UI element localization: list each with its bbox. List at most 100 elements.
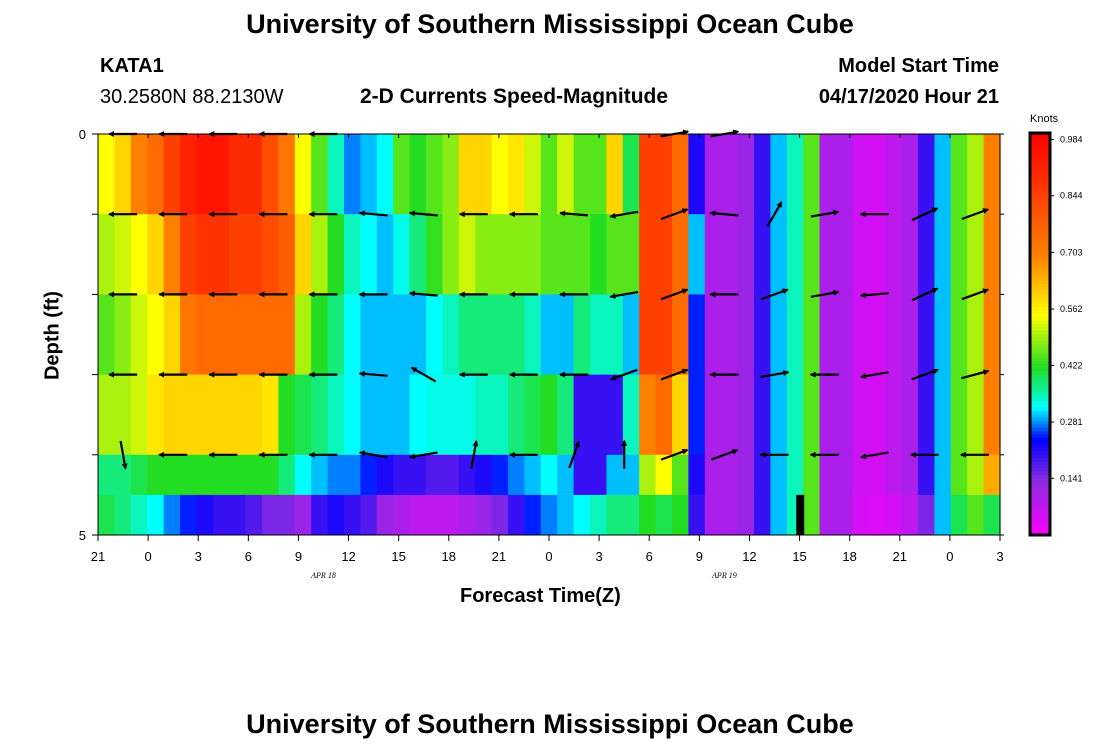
heat-cell <box>376 454 394 496</box>
colorbar-segment <box>1030 149 1050 154</box>
colorbar-segment <box>1030 143 1050 147</box>
heat-cell <box>934 294 952 376</box>
heat-cell <box>147 214 165 295</box>
colorbar-segment <box>1030 213 1050 218</box>
colorbar-segment <box>1030 424 1050 429</box>
heat-cell <box>278 374 296 456</box>
heat-cell <box>950 454 968 496</box>
colorbar-segment <box>1030 256 1050 261</box>
heat-cell <box>458 214 476 295</box>
heat-cell <box>262 454 279 496</box>
colorbar-tick-label: 0.141 <box>1060 473 1083 483</box>
heat-cell <box>852 374 870 456</box>
current-vector <box>408 451 438 460</box>
heat-cell <box>376 134 394 215</box>
heat-cell <box>590 134 607 215</box>
heat-cell <box>540 374 558 456</box>
heat-cell <box>426 214 443 295</box>
heat-cell <box>475 294 493 376</box>
heat-cell <box>918 454 935 496</box>
heat-cell <box>540 454 558 496</box>
heat-cell <box>311 134 329 215</box>
date-label: APR 18 <box>310 571 336 580</box>
heat-cell <box>573 134 591 215</box>
heat-cell <box>590 374 607 456</box>
heat-cell <box>606 454 624 496</box>
colorbar-segment <box>1030 166 1050 171</box>
heat-cell <box>393 494 411 535</box>
heat-cell <box>967 294 985 376</box>
heat-cell <box>147 494 165 535</box>
heat-cell <box>983 214 1001 295</box>
heat-cell <box>409 494 427 535</box>
heat-cell <box>491 294 509 376</box>
heat-cell <box>508 454 525 496</box>
current-vector <box>660 288 689 301</box>
colorbar-segment <box>1030 163 1050 168</box>
heat-cell <box>327 494 345 535</box>
heat-cell <box>360 294 378 376</box>
heat-cell <box>803 214 821 295</box>
heat-cell <box>836 294 853 376</box>
heat-cell <box>540 214 558 295</box>
heat-cell <box>114 454 132 496</box>
heat-cell <box>770 494 788 535</box>
colorbar-segment <box>1030 236 1050 241</box>
heat-cell <box>147 374 165 456</box>
heat-cell <box>278 134 296 215</box>
heat-cell <box>950 294 968 376</box>
colorbar-segment <box>1030 384 1050 389</box>
heat-cell <box>852 294 870 376</box>
heat-cell <box>573 454 591 496</box>
heat-cell <box>672 294 689 376</box>
heat-cell <box>622 214 640 295</box>
heat-cell <box>885 454 903 496</box>
heat-cell <box>409 294 427 376</box>
heat-cell <box>983 494 1001 535</box>
heat-cell <box>196 294 214 376</box>
heat-cell <box>163 134 181 215</box>
heat-cell <box>819 374 837 456</box>
colorbar-segment <box>1030 454 1050 459</box>
current-vector <box>911 368 939 381</box>
colorbar-segment <box>1030 226 1050 231</box>
heat-cell <box>327 294 345 376</box>
colorbar-segment <box>1030 200 1050 204</box>
heat-cell <box>508 134 525 215</box>
heat-cell <box>803 454 821 496</box>
heat-cell <box>786 214 804 295</box>
station-id: KATA1 <box>100 55 164 77</box>
colorbar-segment <box>1030 246 1050 251</box>
heat-cell <box>458 134 476 215</box>
heat-cell <box>934 454 952 496</box>
colorbar-segment <box>1030 297 1050 302</box>
heat-cell <box>836 454 853 496</box>
heat-cell <box>491 374 509 456</box>
heat-cell <box>803 294 821 376</box>
heat-cell <box>803 134 821 215</box>
heat-cell <box>819 134 837 215</box>
heat-cell <box>983 134 1001 215</box>
heat-cell <box>360 454 378 496</box>
heat-cell <box>245 214 263 295</box>
heat-cell <box>934 374 952 456</box>
heat-cell <box>344 374 361 456</box>
colorbar-segment <box>1030 494 1050 499</box>
heat-cell <box>311 294 329 376</box>
heat-cell <box>114 494 132 535</box>
heat-cell <box>98 454 115 496</box>
heat-cell <box>196 494 214 535</box>
colorbar-segment <box>1030 290 1050 295</box>
heat-cell <box>836 374 853 456</box>
colorbar-frame <box>1028 131 1052 537</box>
current-vector <box>760 288 789 301</box>
heat-cell <box>311 214 329 295</box>
current-vector <box>568 440 580 469</box>
heat-cell <box>98 294 115 376</box>
colorbar-segment <box>1030 508 1050 513</box>
heat-cell <box>245 374 263 456</box>
heat-cell <box>229 214 247 295</box>
heat-cell <box>819 494 837 535</box>
colorbar-segment <box>1030 474 1050 479</box>
heat-cell <box>376 214 394 295</box>
